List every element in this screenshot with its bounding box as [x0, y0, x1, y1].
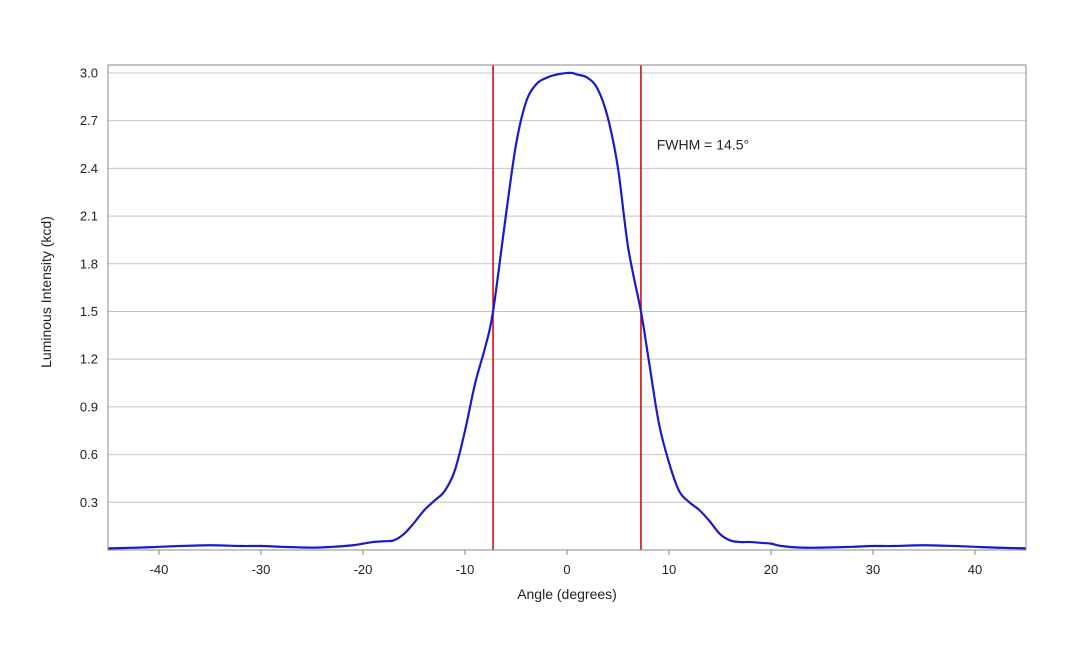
x-axis-title: Angle (degrees) [517, 586, 617, 602]
x-tick-label: -30 [252, 562, 271, 577]
y-tick-label: 1.2 [80, 352, 98, 367]
x-axis-ticks: -40 -30 -20 -10 0 10 20 30 40 [150, 550, 982, 577]
y-tick-label: 2.1 [80, 209, 98, 224]
y-axis-ticks: 0.3 0.6 0.9 1.2 1.5 1.8 2.1 2.4 2.7 3.0 [80, 65, 98, 509]
y-tick-label: 2.4 [80, 161, 98, 176]
y-tick-label: 0.6 [80, 447, 98, 462]
x-tick-label: -40 [150, 562, 169, 577]
x-tick-label: -20 [354, 562, 373, 577]
x-tick-label: 30 [866, 562, 880, 577]
x-tick-label: 0 [563, 562, 570, 577]
y-axis-title: Luminous Intensity (kcd) [38, 216, 54, 368]
x-tick-label: 10 [662, 562, 676, 577]
y-tick-label: 0.9 [80, 399, 98, 414]
x-tick-label: -10 [456, 562, 475, 577]
x-tick-label: 40 [968, 562, 982, 577]
fwhm-annotation: FWHM = 14.5° [657, 136, 749, 152]
y-tick-label: 3.0 [80, 65, 98, 80]
y-tick-label: 1.8 [80, 256, 98, 271]
y-tick-label: 1.5 [80, 304, 98, 319]
grid-lines [108, 72, 1026, 503]
annotations: FWHM = 14.5° [657, 136, 749, 152]
data-series [107, 71, 1027, 550]
y-tick-label: 2.7 [80, 113, 98, 128]
intensity-curve [107, 71, 1027, 550]
y-tick-label: 0.3 [80, 495, 98, 510]
x-tick-label: 20 [764, 562, 778, 577]
